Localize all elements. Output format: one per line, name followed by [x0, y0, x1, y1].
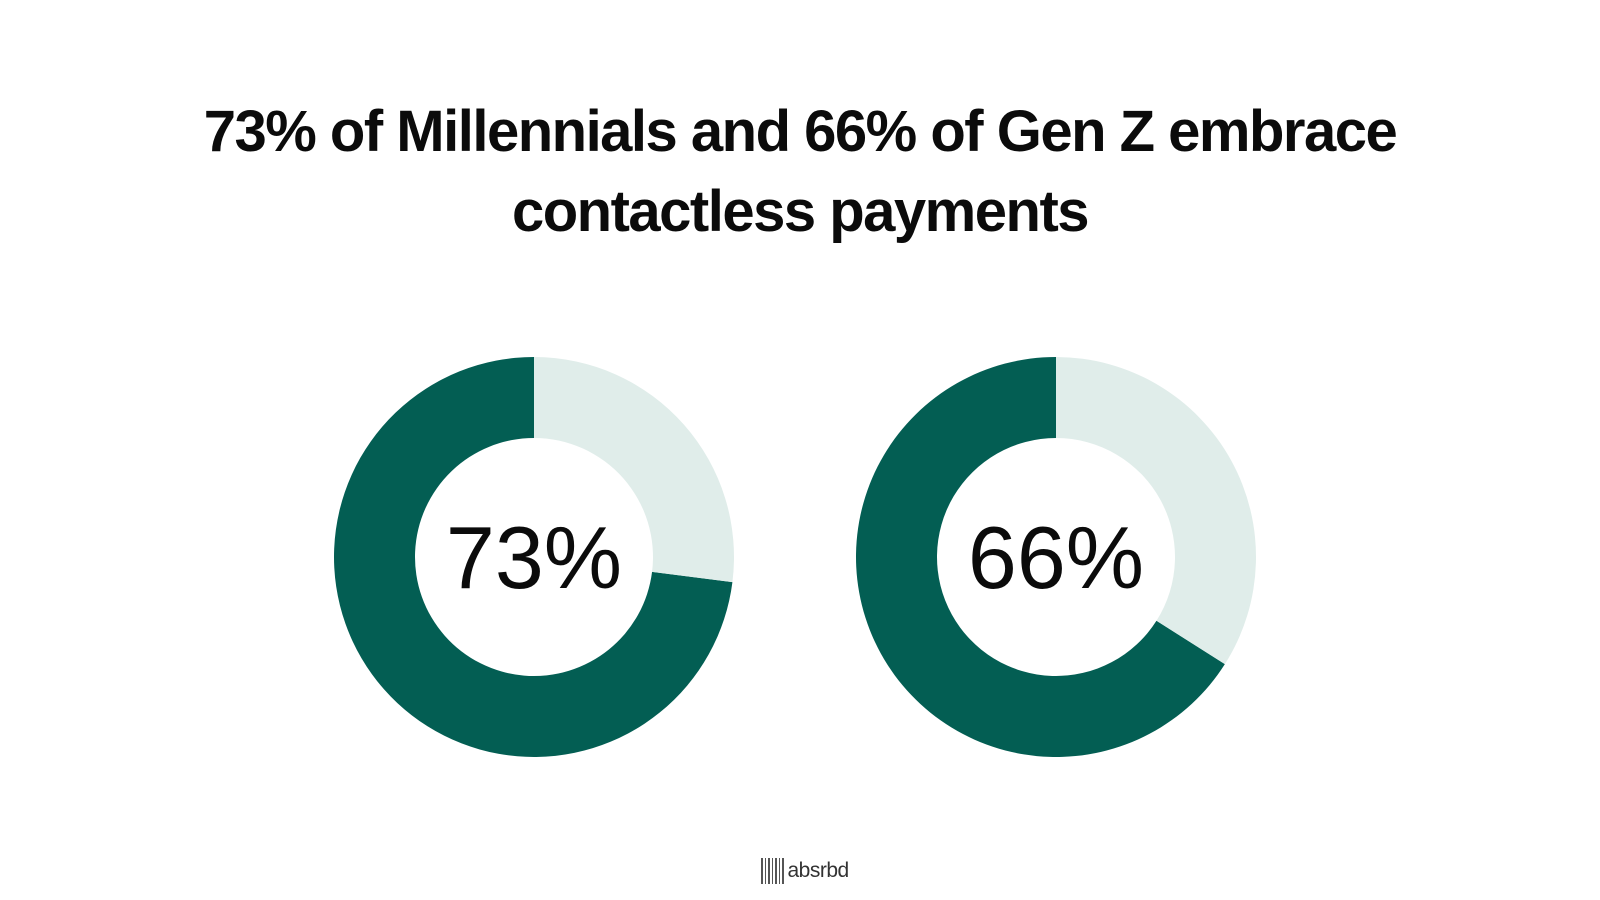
barcode-logo-icon: [761, 858, 784, 884]
donut-slice-primary: [334, 357, 733, 757]
donut-chart-2-svg: 66%: [855, 357, 1256, 757]
brand-name: absrbd: [787, 859, 850, 882]
donut-slice-remainder: [1056, 357, 1256, 665]
donut-chart-1-svg: 73%: [334, 357, 734, 757]
brand-logo: absrbd: [761, 856, 849, 886]
donut-center-label: 73%: [446, 508, 622, 607]
donut-slice-primary: [855, 357, 1225, 757]
chart-title: 73% of Millennials and 66% of Gen Z embr…: [203, 99, 1398, 244]
donut-chart-2: 66%: [855, 357, 1256, 757]
donut-chart-1: 73%: [334, 357, 734, 757]
donut-slice-remainder: [534, 357, 734, 583]
donut-center-label: 66%: [968, 508, 1144, 607]
